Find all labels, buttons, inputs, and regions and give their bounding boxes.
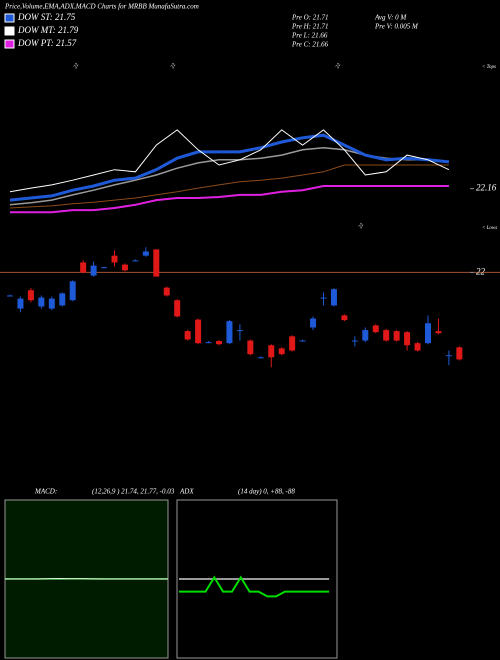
top-mark: 22 (73, 62, 80, 69)
chart-title: Price,Volume,EMA,ADX,MACD Charts for MRB… (4, 3, 199, 11)
candle-body (236, 330, 243, 332)
candle-body (362, 330, 369, 341)
candle-body (278, 348, 285, 355)
candle-body (48, 298, 55, 309)
legend-swatch (4, 13, 15, 23)
indicator-line (9, 133, 450, 202)
candle-body (445, 355, 452, 357)
top-mark: 22 (335, 62, 342, 69)
candle-body (101, 267, 108, 269)
candle-body (38, 297, 45, 307)
candle-body (7, 295, 13, 297)
candle-body (111, 255, 118, 263)
candle-body (456, 347, 463, 360)
info-text: Pre O: 21.71 (291, 14, 328, 22)
candle-body (174, 300, 181, 317)
candle-body (27, 290, 34, 301)
legend-label: DOW MT: 21.79 (17, 25, 79, 35)
candle-body (205, 342, 212, 344)
low-mark: 22 (358, 222, 365, 229)
info-text: Avg V: 0 M (374, 14, 407, 22)
info-text: Pre V: 0.005 M (374, 23, 419, 31)
candle-body (153, 249, 160, 277)
indicator-line (9, 129, 450, 193)
candle-body (195, 319, 202, 344)
candle-body (341, 315, 348, 321)
panel-label: MACD: (34, 488, 57, 496)
candle-body (69, 281, 76, 301)
indicator-line (9, 164, 449, 209)
candle-body (425, 323, 431, 344)
candle-body (330, 289, 337, 306)
panel-label: ADX (179, 488, 194, 496)
candle-body (257, 357, 264, 359)
candle-body (435, 331, 442, 334)
candle-body (163, 287, 170, 296)
tops-label: < Tops (482, 65, 496, 70)
candle-body (17, 298, 24, 309)
candle-body (268, 345, 275, 358)
legend-label: DOW ST: 21.75 (17, 12, 76, 22)
candle-body (299, 340, 306, 342)
candle-body (372, 325, 379, 333)
candle-body (414, 343, 421, 351)
candle-body (393, 331, 400, 341)
legend-swatch (4, 26, 15, 36)
candle-body (320, 297, 327, 299)
indicator-line (10, 185, 449, 214)
candle-body (59, 293, 66, 306)
candle-body (310, 318, 317, 328)
top-mark: 22 (170, 62, 177, 69)
candle-body (404, 332, 411, 346)
panel-params: (14 day) 0, +88, -88 (238, 488, 295, 496)
y-tick-label: 22.16 (476, 183, 497, 193)
candle-body (289, 336, 296, 351)
indicator-line (179, 575, 330, 598)
legend-label: DOW PT: 21.57 (17, 38, 77, 48)
panel-params: (12,26,9 ) 21.74, 21.77, -0.03 (92, 488, 175, 496)
candle-body (383, 330, 390, 341)
candle-body (247, 340, 254, 355)
candle-body (90, 265, 97, 276)
info-text: Pre C: 21.66 (291, 41, 329, 49)
candle-body (121, 264, 128, 271)
candle-body (226, 321, 233, 344)
lows-label: < Lows (482, 226, 497, 231)
candle-body (80, 262, 87, 273)
y-tick-label: 22 (476, 266, 486, 276)
candle-body (216, 341, 222, 345)
info-text: Pre H: 21.71 (291, 23, 328, 31)
legend-swatch (4, 39, 15, 49)
info-text: Pre L: 21.66 (291, 32, 328, 40)
candle-body (351, 340, 358, 342)
candle-body (184, 331, 191, 340)
candle-body (132, 260, 139, 262)
candle-body (142, 251, 149, 256)
